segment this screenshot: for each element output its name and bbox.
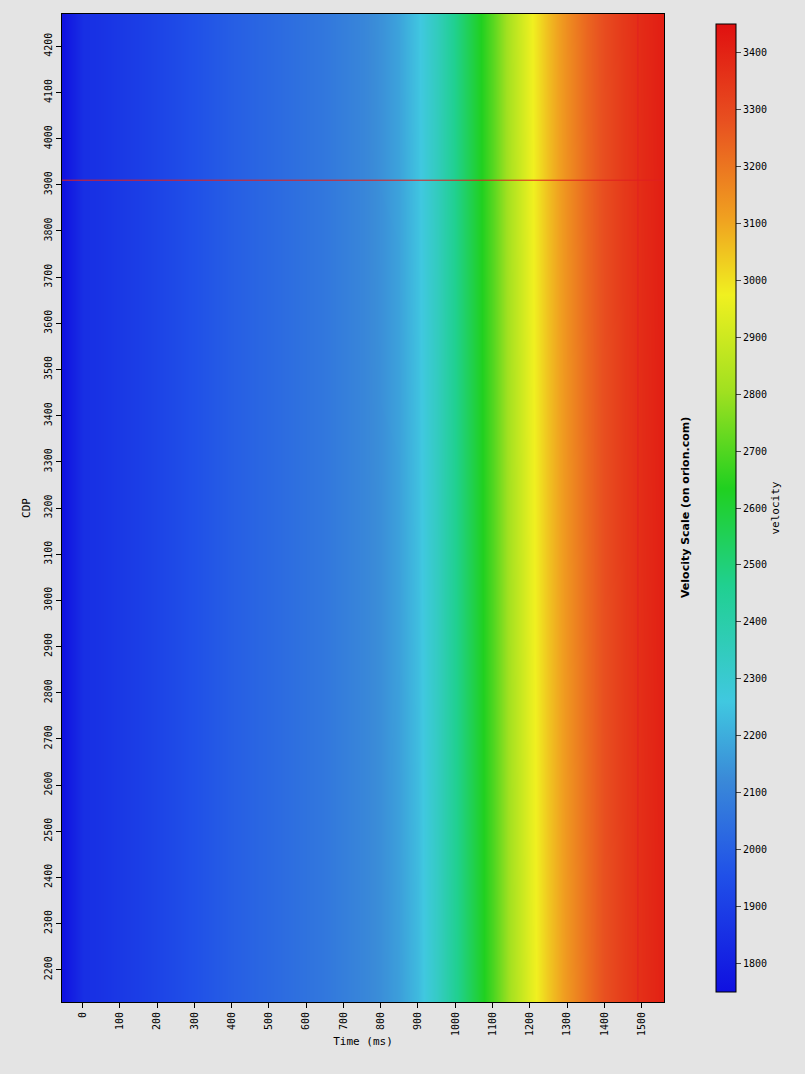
svg-text:1400: 1400	[599, 1012, 610, 1036]
svg-text:800: 800	[375, 1012, 386, 1030]
svg-text:700: 700	[338, 1012, 349, 1030]
svg-text:2200: 2200	[43, 956, 54, 980]
svg-text:3300: 3300	[743, 104, 767, 115]
svg-text:2000: 2000	[743, 844, 767, 855]
svg-text:3700: 3700	[43, 264, 54, 288]
svg-text:500: 500	[263, 1012, 274, 1030]
svg-text:3800: 3800	[43, 217, 54, 241]
svg-text:600: 600	[300, 1012, 311, 1030]
svg-text:2500: 2500	[43, 818, 54, 842]
svg-text:200: 200	[151, 1012, 162, 1030]
svg-text:2700: 2700	[43, 725, 54, 749]
svg-text:velocity: velocity	[769, 481, 782, 534]
svg-text:2900: 2900	[43, 633, 54, 657]
svg-text:0: 0	[77, 1012, 88, 1018]
svg-text:2300: 2300	[43, 910, 54, 934]
svg-text:3200: 3200	[43, 494, 54, 518]
svg-text:2600: 2600	[43, 771, 54, 795]
svg-text:2800: 2800	[743, 389, 767, 400]
svg-text:3100: 3100	[743, 218, 767, 229]
svg-text:2200: 2200	[743, 730, 767, 741]
svg-text:3200: 3200	[743, 161, 767, 172]
svg-text:3100: 3100	[43, 541, 54, 565]
svg-text:2700: 2700	[743, 446, 767, 457]
svg-text:2100: 2100	[743, 787, 767, 798]
svg-text:1500: 1500	[636, 1012, 647, 1036]
svg-text:3400: 3400	[43, 402, 54, 426]
svg-text:2400: 2400	[743, 616, 767, 627]
svg-text:3500: 3500	[43, 356, 54, 380]
svg-text:2800: 2800	[43, 679, 54, 703]
svg-text:3400: 3400	[743, 47, 767, 58]
svg-text:4200: 4200	[43, 33, 54, 57]
svg-text:2400: 2400	[43, 864, 54, 888]
svg-text:1000: 1000	[450, 1012, 461, 1036]
svg-text:4100: 4100	[43, 79, 54, 103]
svg-text:1100: 1100	[487, 1012, 498, 1036]
svg-text:1800: 1800	[743, 958, 767, 969]
svg-text:3600: 3600	[43, 310, 54, 334]
svg-text:900: 900	[412, 1012, 423, 1030]
svg-text:2900: 2900	[743, 332, 767, 343]
svg-text:2300: 2300	[743, 673, 767, 684]
svg-text:100: 100	[114, 1012, 125, 1030]
svg-text:3000: 3000	[743, 275, 767, 286]
svg-text:Time (ms): Time (ms)	[333, 1035, 393, 1048]
svg-text:CDP: CDP	[20, 498, 33, 518]
svg-text:3300: 3300	[43, 448, 54, 472]
svg-text:2500: 2500	[743, 559, 767, 570]
svg-text:300: 300	[189, 1012, 200, 1030]
svg-text:400: 400	[226, 1012, 237, 1030]
svg-text:1900: 1900	[743, 901, 767, 912]
svg-text:1300: 1300	[561, 1012, 572, 1036]
svg-text:Velocity Scale (on orion.com): Velocity Scale (on orion.com)	[679, 417, 692, 598]
svg-text:4000: 4000	[43, 125, 54, 149]
svg-text:3000: 3000	[43, 587, 54, 611]
svg-text:1200: 1200	[524, 1012, 535, 1036]
svg-text:2600: 2600	[743, 503, 767, 514]
svg-text:3900: 3900	[43, 171, 54, 195]
